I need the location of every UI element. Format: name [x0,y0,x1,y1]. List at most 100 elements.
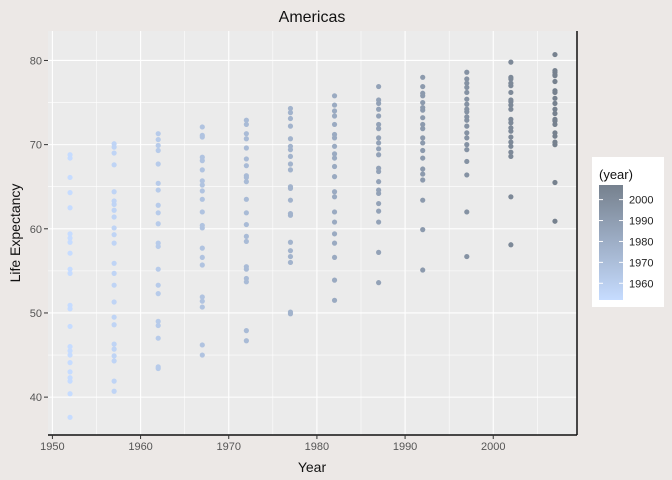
legend-title: (year) [599,167,633,182]
data-point [508,143,514,149]
data-point [243,210,249,216]
data-point [420,171,426,177]
data-point [420,135,426,141]
data-point [67,174,73,181]
data-point [420,99,426,106]
legend-colorbar [599,185,623,300]
data-point [199,188,205,194]
data-point [552,130,558,136]
data-point [67,270,73,276]
data-point [155,282,161,288]
legend-label: 2000 [629,195,653,207]
data-point [67,391,73,397]
y-tick-label: 40 [30,392,42,404]
data-point [420,177,426,183]
data-point [464,96,470,102]
data-point [376,121,382,128]
data-point [420,115,426,121]
y-tick-label: 60 [30,224,42,236]
data-point [331,151,338,157]
data-point [67,375,73,381]
data-point [376,179,382,185]
data-point [155,131,161,137]
x-tick-label: 1950 [40,441,64,453]
data-point [111,358,117,364]
data-point [508,134,514,140]
data-point [508,59,514,65]
data-point [331,93,338,99]
data-point [111,207,117,213]
data-point [199,342,205,348]
data-point [464,114,470,120]
data-point [331,131,338,138]
data-point [464,135,470,141]
data-point [199,304,205,310]
data-point [376,146,382,152]
data-point [155,136,161,143]
data-point [243,136,249,142]
data-point [287,136,294,142]
data-point [155,266,161,272]
data-point [111,322,117,328]
data-points [67,51,558,420]
data-point [508,242,514,248]
data-point [508,80,514,86]
legend-label: 1970 [629,257,653,269]
y-axis-ticks: 40 50 60 70 80 [30,55,48,404]
data-point [243,173,249,179]
data-point [287,167,294,173]
data-point [111,270,117,276]
data-point [199,245,205,251]
data-point [199,352,205,358]
data-point [508,106,514,112]
data-point [199,124,205,130]
data-point [464,80,470,86]
data-point [155,161,161,167]
data-point [199,298,205,304]
data-point [243,264,249,270]
data-point [243,163,249,169]
legend-label: 1960 [629,278,653,290]
data-point [287,184,294,190]
data-point [287,259,294,266]
data-point [331,209,338,215]
data-point [464,253,470,260]
data-point [376,140,382,146]
x-axis-title: Year [298,459,327,475]
data-point [243,145,249,151]
data-point [243,156,249,162]
data-point [155,221,161,227]
data-point [155,240,161,246]
data-point [331,297,338,303]
data-point [199,196,205,202]
data-point [111,388,117,394]
data-point [508,116,514,122]
data-point [331,113,338,119]
data-point [508,149,514,155]
data-point [287,211,294,217]
data-point [331,194,338,200]
data-point [243,338,249,344]
data-point [508,97,514,103]
data-point [376,152,382,158]
data-point [287,105,294,112]
data-point [331,121,338,128]
data-point [67,190,73,196]
data-point [552,139,558,145]
data-point [67,348,73,354]
chart-title: Americas [279,9,346,26]
data-point [376,126,382,132]
data-point [155,180,161,186]
data-point [155,335,161,341]
data-point [67,235,73,241]
data-point [199,154,205,160]
data-point [243,328,249,334]
data-point [331,231,338,237]
data-point [243,196,249,202]
data-point [287,115,294,122]
data-point [464,76,470,82]
data-point [376,249,382,255]
data-point [331,174,338,180]
data-point [420,147,426,154]
data-point [508,125,514,131]
